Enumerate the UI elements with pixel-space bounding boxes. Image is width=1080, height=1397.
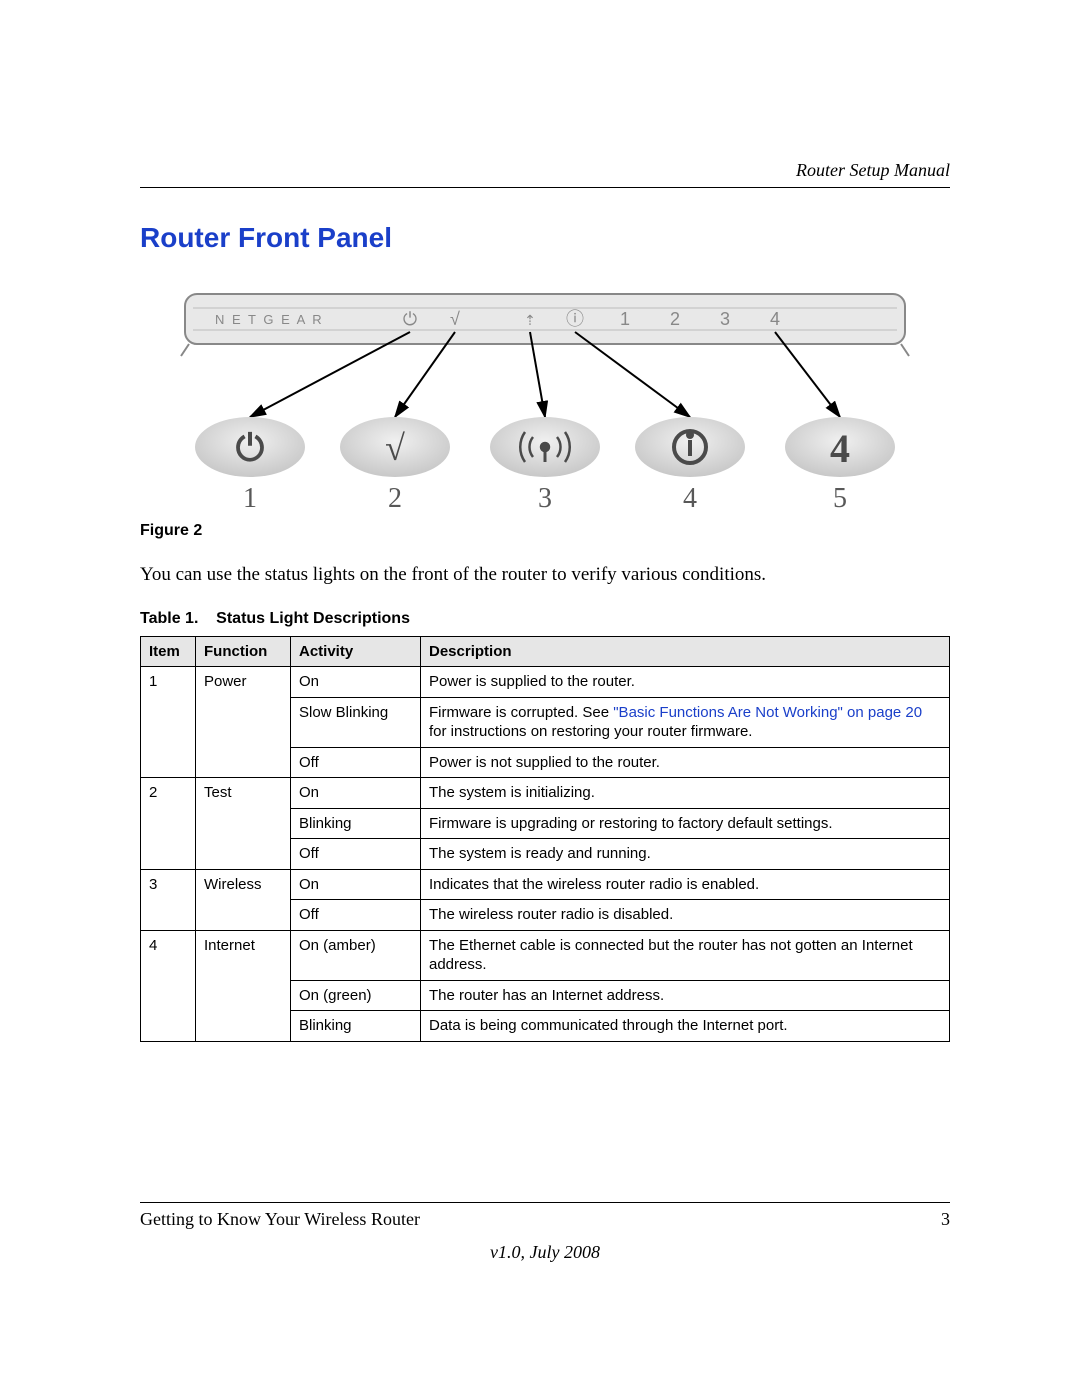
cross-ref-link[interactable]: "Basic Functions Are Not Working" on pag… — [613, 704, 922, 721]
cell-activity: On (green) — [291, 980, 421, 1011]
table-row: OffThe system is ready and running. — [141, 839, 950, 870]
svg-text:3: 3 — [538, 483, 552, 512]
brand-text: N E T G E A R — [215, 312, 324, 327]
cell-description: Data is being communicated through the I… — [421, 1011, 950, 1042]
table-row: BlinkingFirmware is upgrading or restori… — [141, 808, 950, 839]
cell-function: Test — [196, 778, 291, 809]
cell-activity: On (amber) — [291, 930, 421, 980]
table-row: 4InternetOn (amber)The Ethernet cable is… — [141, 930, 950, 980]
cell-function: Internet — [196, 930, 291, 980]
cell-description: Power is supplied to the router. — [421, 667, 950, 698]
cell-item — [141, 808, 196, 839]
cell-function — [196, 980, 291, 1011]
figure-label: Figure 2 — [140, 522, 950, 540]
table-row: OffPower is not supplied to the router. — [141, 747, 950, 778]
svg-text:⏻: ⏻ — [403, 309, 417, 329]
cell-description: The router has an Internet address. — [421, 980, 950, 1011]
table-row: 3WirelessOnIndicates that the wireless r… — [141, 869, 950, 900]
svg-text:ⓘ: ⓘ — [566, 309, 584, 329]
cell-description: Firmware is upgrading or restoring to fa… — [421, 808, 950, 839]
page-footer: Getting to Know Your Wireless Router 3 — [140, 1202, 950, 1230]
table-row: 1PowerOnPower is supplied to the router. — [141, 667, 950, 698]
table-row: 2TestOnThe system is initializing. — [141, 778, 950, 809]
cell-activity: Slow Blinking — [291, 697, 421, 747]
th-activity: Activity — [291, 636, 421, 667]
table-header-row: Item Function Activity Description — [141, 636, 950, 667]
cell-item: 4 — [141, 930, 196, 980]
cell-function — [196, 747, 291, 778]
footer-page-number: 3 — [941, 1209, 950, 1230]
table-caption-prefix: Table 1. — [140, 610, 198, 627]
cell-activity: Off — [291, 747, 421, 778]
cell-description: The Ethernet cable is connected but the … — [421, 930, 950, 980]
svg-text:3: 3 — [720, 309, 730, 329]
cell-function — [196, 839, 291, 870]
table-row: BlinkingData is being communicated throu… — [141, 1011, 950, 1042]
callout-group: ⏻ √ — [195, 417, 895, 477]
intro-paragraph: You can use the status lights on the fro… — [140, 562, 950, 588]
cell-item — [141, 900, 196, 931]
svg-text:4: 4 — [683, 483, 697, 512]
cell-function — [196, 900, 291, 931]
cell-description: Indicates that the wireless router radio… — [421, 869, 950, 900]
cell-item: 1 — [141, 667, 196, 698]
cell-item — [141, 1011, 196, 1042]
svg-text:1: 1 — [243, 483, 257, 512]
th-function: Function — [196, 636, 291, 667]
svg-text:4: 4 — [830, 426, 850, 471]
cell-function — [196, 697, 291, 747]
svg-text:⇡: ⇡ — [524, 312, 536, 328]
table-caption: Table 1. Status Light Descriptions — [140, 610, 950, 628]
cell-description: Firmware is corrupted. See "Basic Functi… — [421, 697, 950, 747]
table-row: On (green)The router has an Internet add… — [141, 980, 950, 1011]
svg-text:2: 2 — [670, 309, 680, 329]
table-row: OffThe wireless router radio is disabled… — [141, 900, 950, 931]
router-diagram: N E T G E A R ⏻ √ ⇡ ⓘ 1 2 3 4 — [145, 282, 945, 512]
svg-text:√: √ — [385, 428, 405, 468]
cell-activity: Blinking — [291, 808, 421, 839]
doc-title: Router Setup Manual — [796, 160, 950, 180]
table-caption-title: Status Light Descriptions — [216, 610, 410, 627]
cell-activity: On — [291, 778, 421, 809]
cell-description: The wireless router radio is disabled. — [421, 900, 950, 931]
cell-item — [141, 980, 196, 1011]
cell-item: 3 — [141, 869, 196, 900]
cell-activity: Off — [291, 900, 421, 931]
cell-item — [141, 697, 196, 747]
cell-function: Power — [196, 667, 291, 698]
svg-text:4: 4 — [770, 309, 780, 329]
cell-description: Power is not supplied to the router. — [421, 747, 950, 778]
cell-function — [196, 1011, 291, 1042]
svg-text:1: 1 — [620, 309, 630, 329]
section-title: Router Front Panel — [140, 222, 950, 254]
cell-item — [141, 747, 196, 778]
cell-item: 2 — [141, 778, 196, 809]
svg-text:⏻: ⏻ — [236, 428, 265, 468]
page-header: Router Setup Manual — [140, 160, 950, 188]
cell-activity: On — [291, 869, 421, 900]
cell-activity: Off — [291, 839, 421, 870]
footer-left: Getting to Know Your Wireless Router — [140, 1209, 420, 1230]
cell-description: The system is initializing. — [421, 778, 950, 809]
cell-function: Wireless — [196, 869, 291, 900]
cell-function — [196, 808, 291, 839]
table-row: Slow BlinkingFirmware is corrupted. See … — [141, 697, 950, 747]
cell-activity: On — [291, 667, 421, 698]
cell-activity: Blinking — [291, 1011, 421, 1042]
th-item: Item — [141, 636, 196, 667]
svg-text:√: √ — [450, 309, 460, 329]
th-description: Description — [421, 636, 950, 667]
page: Router Setup Manual Router Front Panel N… — [0, 0, 1080, 1303]
footer-version: v1.0, July 2008 — [140, 1242, 950, 1263]
status-table: Item Function Activity Description 1Powe… — [140, 636, 950, 1042]
cell-item — [141, 839, 196, 870]
svg-text:2: 2 — [388, 483, 402, 512]
svg-text:5: 5 — [833, 483, 847, 512]
cell-description: The system is ready and running. — [421, 839, 950, 870]
